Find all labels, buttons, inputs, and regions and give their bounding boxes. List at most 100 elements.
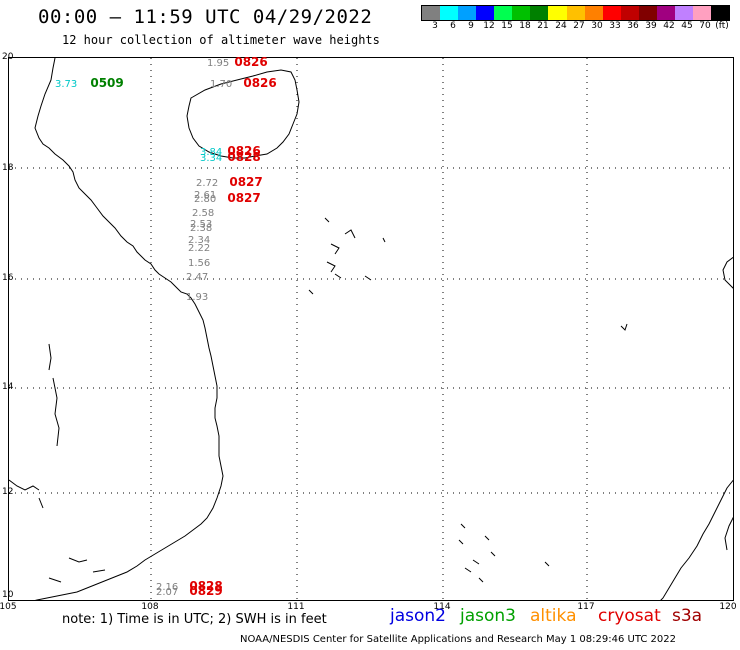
legend-label: 12	[483, 21, 495, 31]
wave-observation: 1.70 0826	[210, 72, 277, 91]
legend-label: 21	[537, 21, 549, 31]
legend-label: (ft)	[715, 21, 729, 31]
wave-height-value: 3.34	[200, 153, 223, 164]
legend-swatch	[548, 6, 567, 20]
observation-time: 0828	[189, 579, 223, 593]
legend-swatch	[458, 6, 477, 20]
legend-label: 70	[699, 21, 711, 31]
legend-swatch	[692, 6, 711, 20]
legend-swatch	[674, 6, 693, 20]
legend-swatch	[620, 6, 639, 20]
legend-label: 9	[468, 21, 474, 31]
satellite-legend-cryosat: cryosat	[598, 606, 661, 626]
legend-label: 27	[573, 21, 585, 31]
legend-swatch	[584, 6, 603, 20]
observation-time: 0829	[189, 584, 223, 598]
lon-label: 111	[287, 602, 305, 612]
lat-label: 18	[2, 163, 14, 173]
legend-swatch	[440, 6, 459, 20]
legend-swatch	[530, 6, 549, 20]
observation-time: 0826	[234, 55, 268, 69]
wave-height-value: 3.73	[55, 79, 78, 90]
map-canvas	[9, 58, 733, 600]
lat-label: 20	[2, 52, 14, 62]
wave-height-value: 2.47	[186, 272, 209, 283]
observation-time: 0828	[227, 150, 261, 164]
wave-height-value: 1.70	[210, 79, 233, 90]
legend-labels: 3 6 9 12 15 18 21 24 27 30 33 36 39 42 4…	[421, 21, 729, 33]
legend-swatch	[566, 6, 585, 20]
legend-swatch	[512, 6, 531, 20]
wave-height-value: 2.58	[192, 208, 215, 219]
legend-swatch	[422, 6, 441, 20]
map-area[interactable]	[8, 57, 734, 601]
wave-height-value: 2.16	[156, 582, 179, 593]
lon-label: 105	[0, 602, 17, 612]
wave-height-value: 1.95	[207, 58, 230, 69]
legend-label: 30	[591, 21, 603, 31]
legend-label: 24	[555, 21, 567, 31]
wave-height-value: 1.93	[186, 292, 209, 303]
wave-observation: 2.38	[190, 216, 212, 235]
wave-observation: 2.53	[190, 212, 212, 231]
legend-label: 6	[450, 21, 456, 31]
wave-observation: 3.34 0828	[200, 146, 261, 165]
wave-observation: 3.73 0509	[55, 72, 124, 91]
lon-label: 108	[141, 602, 159, 612]
observation-time: 0826	[227, 144, 261, 158]
legend-label: 45	[681, 21, 693, 31]
wave-observation: 1.95 0826	[207, 51, 268, 70]
legend-label: 42	[663, 21, 675, 31]
wave-observation: 3.84 0826	[200, 140, 261, 159]
legend-swatch	[656, 6, 675, 20]
satellite-legend-jason2: jason2	[390, 606, 446, 626]
observation-time: 0827	[227, 191, 261, 205]
lat-label: 14	[2, 382, 14, 392]
wave-height-value: 1.56	[188, 258, 211, 269]
wave-observation: 2.72 0827	[196, 171, 263, 190]
wave-observation: 2.58	[192, 201, 214, 220]
lon-label: 120	[719, 602, 737, 612]
wave-observation: 2.47	[186, 265, 208, 284]
observation-time: 0509	[90, 76, 124, 90]
legend-label: 3	[432, 21, 438, 31]
wave-height-value: 2.80	[194, 194, 217, 205]
legend-swatch	[476, 6, 495, 20]
satellite-legend-altika: altika	[530, 606, 577, 626]
wave-observation: 1.56	[188, 251, 210, 270]
map-subtitle: 12 hour collection of altimeter wave hei…	[62, 33, 380, 47]
graticule	[9, 58, 733, 600]
lon-label: 114	[433, 602, 451, 612]
wave-height-value: 2.61	[194, 190, 217, 201]
map-title: 00:00 – 11:59 UTC 04/29/2022	[38, 6, 373, 28]
wave-height-value: 2.07	[156, 587, 179, 598]
lon-label: 117	[577, 602, 595, 612]
wave-height-value: 2.72	[196, 178, 219, 189]
wave-observation: 2.22	[188, 236, 210, 255]
wave-observation: 2.16 0828	[156, 575, 223, 594]
legend-swatch	[638, 6, 657, 20]
satellite-legend-s3a: s3a	[672, 606, 703, 626]
lat-label: 10	[2, 590, 14, 600]
lat-label: 12	[2, 487, 14, 497]
legend-label: 39	[645, 21, 657, 31]
legend-swatch	[602, 6, 621, 20]
legend-label: 18	[519, 21, 531, 31]
observation-time: 0827	[229, 175, 263, 189]
lat-label: 16	[2, 273, 14, 283]
satellite-legend-jason3: jason3	[460, 606, 516, 626]
coastline	[9, 58, 733, 600]
wave-observation: 2.61	[194, 183, 216, 202]
color-scale-legend	[421, 5, 730, 21]
wave-height-value: 2.34	[188, 235, 211, 246]
observation-time: 0826	[243, 76, 277, 90]
legend-label: 33	[609, 21, 621, 31]
wave-height-value: 2.53	[190, 219, 213, 230]
wave-observation: 2.07 0829	[156, 580, 223, 599]
wave-observation: 1.93	[186, 285, 208, 304]
footnote: note: 1) Time is in UTC; 2) SWH is in fe…	[62, 612, 327, 627]
legend-label: 15	[501, 21, 513, 31]
credits-footer: NOAA/NESDIS Center for Satellite Applica…	[240, 634, 676, 645]
legend-swatch	[494, 6, 513, 20]
legend-swatch	[711, 6, 730, 20]
